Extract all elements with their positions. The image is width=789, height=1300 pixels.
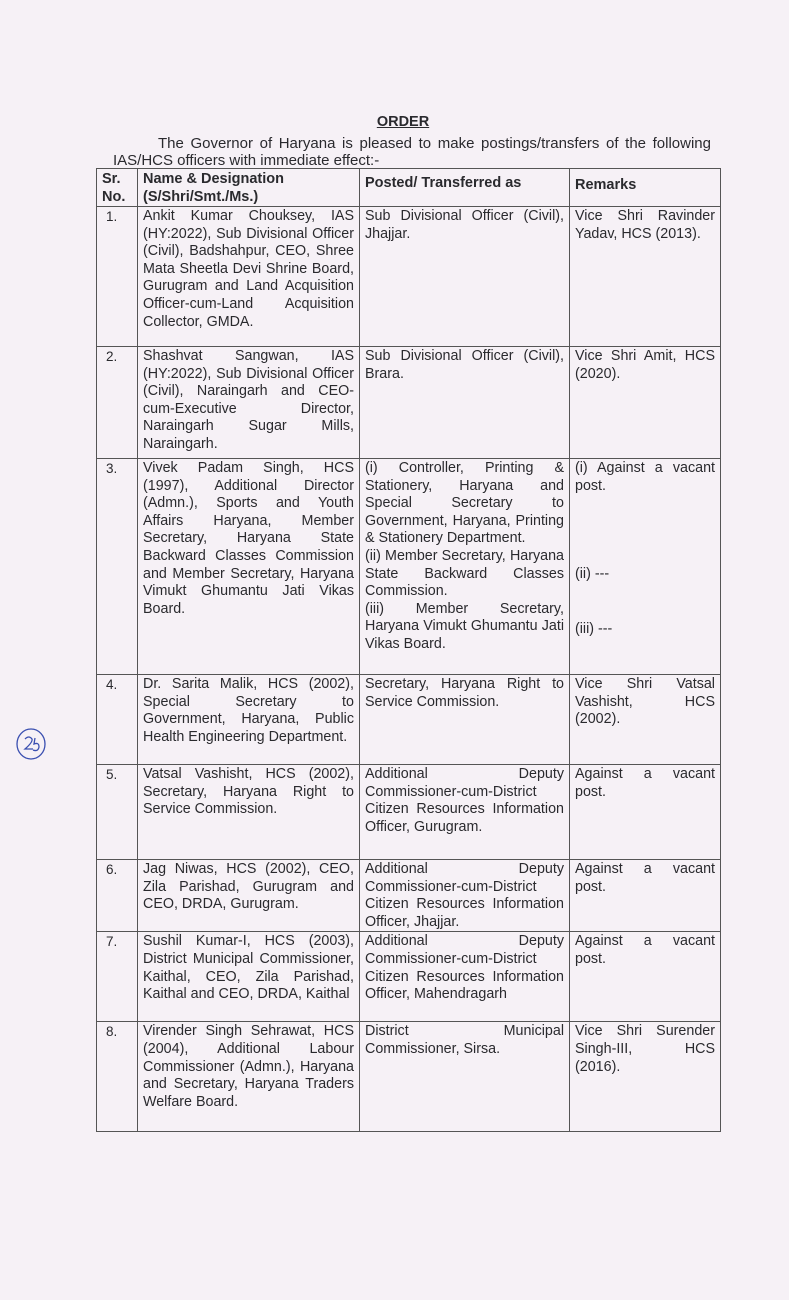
posting-item: Additional Deputy Commissioner-cum-Distr…	[365, 933, 564, 1003]
cell-name-designation: Shashvat Sangwan, IAS (HY:2022), Sub Div…	[137, 346, 360, 459]
cell-sr-no: 8.	[96, 1021, 138, 1133]
postings-table: Sr. No. Name & Designation (S/Shri/Smt./…	[96, 168, 721, 1133]
remark-item: Vice Shri Ravinder Yadav, HCS (2013).	[575, 208, 715, 242]
cell-sr-no: 2.	[96, 346, 138, 459]
posting-item: (iii) Member Secretary, Haryana Vimukt G…	[365, 600, 564, 652]
header-sr-no: Sr. No.	[96, 168, 138, 207]
cell-sr-no: 1.	[96, 206, 138, 347]
cell-posted-as: Sub Divisional Officer (Civil), Jhajjar.	[359, 206, 570, 347]
remark-item: (i) Against a vacant post.	[575, 460, 715, 494]
header-remarks: Remarks	[569, 168, 721, 207]
cell-name-designation: Ankit Kumar Chouksey, IAS (HY:2022), Sub…	[137, 206, 360, 347]
table-row: 2. Shashvat Sangwan, IAS (HY:2022), Sub D…	[96, 346, 721, 459]
order-title: ORDER	[376, 114, 430, 130]
cell-name-designation: Jag Niwas, HCS (2002), CEO, Zila Parisha…	[137, 858, 360, 933]
remark-item: Vice Shri Amit, HCS (2020).	[575, 348, 715, 382]
cell-sr-no: 4.	[96, 674, 138, 765]
cell-posted-as: (i) Controller, Printing & Stationery, H…	[359, 458, 570, 675]
cell-remarks: Vice Shri Surender Singh-III, HCS (2016)…	[569, 1021, 721, 1133]
cell-remarks: Against a vacant post.	[569, 764, 721, 860]
posting-item: Sub Divisional Officer (Civil), Brara.	[365, 348, 564, 382]
posting-item: (i) Controller, Printing & Stationery, H…	[365, 460, 564, 547]
table-row: 5. Vatsal Vashisht, HCS (2002), Secretary…	[96, 764, 721, 860]
cell-posted-as: Additional Deputy Commissioner-cum-Distr…	[359, 858, 570, 933]
remark-item: Against a vacant post.	[575, 933, 715, 967]
cell-name-designation: Sushil Kumar-I, HCS (2003), District Mun…	[137, 931, 360, 1023]
cell-posted-as: Secretary, Haryana Right to Service Comm…	[359, 674, 570, 765]
table-row: 1. Ankit Kumar Chouksey, IAS (HY:2022), S…	[96, 206, 721, 347]
table-row: 6. Jag Niwas, HCS (2002), CEO, Zila Paris…	[96, 858, 721, 933]
posting-item: District Municipal Commissioner, Sirsa.	[365, 1023, 564, 1057]
cell-sr-no: 6.	[96, 858, 138, 933]
header-posted-as: Posted/ Transferred as	[359, 168, 570, 207]
cell-name-designation: Vatsal Vashisht, HCS (2002), Secretary, …	[137, 764, 360, 860]
remark-item: Against a vacant post.	[575, 861, 715, 895]
remark-item: Vice Shri Vatsal Vashisht, HCS (2002).	[575, 676, 715, 728]
cell-remarks: (i) Against a vacant post. (ii) --- (iii) …	[569, 458, 721, 675]
posting-item: Secretary, Haryana Right to Service Comm…	[365, 676, 564, 710]
table-row: 3. Vivek Padam Singh, HCS (1997), Additio…	[96, 458, 721, 675]
cell-name-designation: Virender Singh Sehrawat, HCS (2004), Add…	[137, 1021, 360, 1133]
posting-item: Additional Deputy Commissioner-cum-Distr…	[365, 766, 564, 835]
cell-posted-as: District Municipal Commissioner, Sirsa.	[359, 1021, 570, 1133]
cell-remarks: Against a vacant post.	[569, 858, 721, 933]
remark-item: (iii) ---	[575, 620, 613, 637]
posting-item: Sub Divisional Officer (Civil), Jhajjar.	[365, 208, 564, 242]
table-row: 7. Sushil Kumar-I, HCS (2003), District M…	[96, 931, 721, 1023]
table-header-row: Sr. No. Name & Designation (S/Shri/Smt./…	[96, 168, 721, 207]
remark-item: Vice Shri Surender Singh-III, HCS (2016)…	[575, 1023, 715, 1075]
cell-posted-as: Additional Deputy Commissioner-cum-Distr…	[359, 931, 570, 1023]
cell-remarks: Vice Shri Vatsal Vashisht, HCS (2002).	[569, 674, 721, 765]
cell-remarks: Vice Shri Ravinder Yadav, HCS (2013).	[569, 206, 721, 347]
cell-posted-as: Additional Deputy Commissioner-cum-Distr…	[359, 764, 570, 860]
cell-name-designation: Dr. Sarita Malik, HCS (2002), Special Se…	[137, 674, 360, 765]
remark-item: (ii) ---	[575, 566, 610, 583]
header-name-designation: Name & Designation (S/Shri/Smt./Ms.)	[137, 168, 360, 207]
cell-name-designation: Vivek Padam Singh, HCS (1997), Additiona…	[137, 458, 360, 675]
cell-sr-no: 7.	[96, 931, 138, 1023]
table-row: 8. Virender Singh Sehrawat, HCS (2004), A…	[96, 1021, 721, 1133]
intro-paragraph: The Governor of Haryana is pleased to ma…	[113, 135, 711, 169]
cell-remarks: Vice Shri Amit, HCS (2020).	[569, 346, 721, 459]
handwritten-page-number-mark	[16, 728, 46, 760]
posting-item: (ii) Member Secretary, Haryana State Bac…	[365, 547, 564, 600]
cell-remarks: Against a vacant post.	[569, 931, 721, 1023]
table-row: 4. Dr. Sarita Malik, HCS (2002), Special …	[96, 674, 721, 765]
cell-sr-no: 5.	[96, 764, 138, 860]
remark-item: Against a vacant post.	[575, 766, 715, 800]
cell-sr-no: 3.	[96, 458, 138, 675]
cell-posted-as: Sub Divisional Officer (Civil), Brara.	[359, 346, 570, 459]
posting-item: Additional Deputy Commissioner-cum-Distr…	[365, 861, 564, 930]
